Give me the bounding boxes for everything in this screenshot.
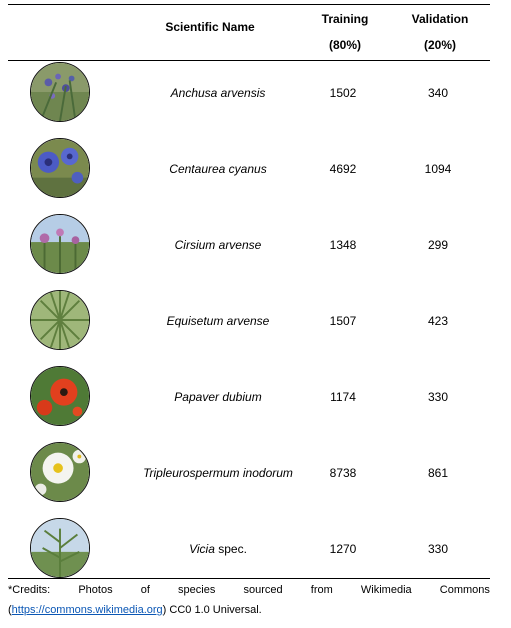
training-count: 8738 (329, 466, 357, 480)
table-bottom-rule (8, 578, 490, 579)
training-count: 1270 (329, 542, 357, 556)
species-name-italic: Vicia (189, 542, 215, 556)
credits-word: of (140, 584, 150, 596)
credits-word: species (178, 584, 216, 596)
cornflower-photo-icon (30, 138, 90, 198)
validation-count: 330 (427, 390, 449, 404)
header-validation: Validation (20%) (400, 6, 480, 58)
species-name-suffix: spec. (214, 542, 247, 556)
header-training: Training (80%) (310, 6, 380, 58)
table-row: Vicia spec. 1270 330 (8, 518, 490, 582)
table-row: Anchusa arvensis 1502 340 (8, 62, 490, 126)
anchusa-photo-icon (30, 62, 90, 122)
credits-line-1: *Credits: Photos of species sourced from… (8, 580, 490, 600)
species-name: Cirsium arvense (174, 238, 262, 252)
species-name: Papaver dubium (174, 390, 262, 404)
horsetail-photo-icon (30, 290, 90, 350)
species-name: Centaurea cyanus (169, 162, 267, 176)
credits-note: *Credits: Photos of species sourced from… (8, 580, 490, 620)
credits-word: Photos (78, 584, 113, 596)
table-row: Tripleurospermum inodorum 8738 861 (8, 442, 490, 506)
species-name: Equisetum arvense (166, 314, 270, 328)
credits-line-2: (https://commons.wikimedia.org) CC0 1.0 … (8, 600, 490, 620)
validation-count: 1094 (424, 162, 452, 176)
table-row: Equisetum arvense 1507 423 (8, 290, 490, 354)
table-row: Centaurea cyanus 4692 1094 (8, 138, 490, 202)
species-name: Tripleurospermum inodorum (143, 466, 293, 480)
thistle-photo-icon (30, 214, 90, 274)
table-header-rule (8, 60, 490, 61)
poppy-photo-icon (30, 366, 90, 426)
credits-word: from (310, 584, 333, 596)
header-validation-percent: (20%) (423, 38, 456, 52)
credits-open-paren: ( (8, 604, 12, 616)
species-name: Vicia spec. (118, 542, 318, 556)
mayweed-photo-icon (30, 442, 90, 502)
validation-count: 861 (427, 466, 449, 480)
credits-word: *Credits: (8, 584, 51, 596)
species-name: Anchusa arvensis (170, 86, 266, 100)
table-top-rule (8, 4, 490, 5)
training-count: 1348 (329, 238, 357, 252)
training-count: 1174 (330, 390, 356, 404)
table-row: Cirsium arvense 1348 299 (8, 214, 490, 278)
wikimedia-commons-link[interactable]: https://commons.wikimedia.org (11, 604, 163, 616)
training-count: 4692 (329, 162, 357, 176)
validation-count: 340 (427, 86, 449, 100)
credits-word: Commons (439, 584, 490, 596)
credits-license: ) CC0 1.0 Universal. (162, 604, 262, 616)
header-validation-title: Validation (411, 12, 469, 26)
header-scientific-name: Scientific Name (165, 20, 255, 34)
header-training-title: Training (321, 12, 369, 26)
training-count: 1507 (329, 314, 357, 328)
credits-word: Wikimedia (360, 584, 412, 596)
training-count: 1502 (329, 86, 357, 100)
validation-count: 299 (427, 238, 449, 252)
validation-count: 330 (427, 542, 449, 556)
header-training-percent: (80%) (328, 38, 361, 52)
validation-count: 423 (427, 314, 449, 328)
table-row: Papaver dubium 1174 330 (8, 366, 490, 430)
credits-word: sourced (243, 584, 283, 596)
vetch-photo-icon (30, 518, 90, 578)
